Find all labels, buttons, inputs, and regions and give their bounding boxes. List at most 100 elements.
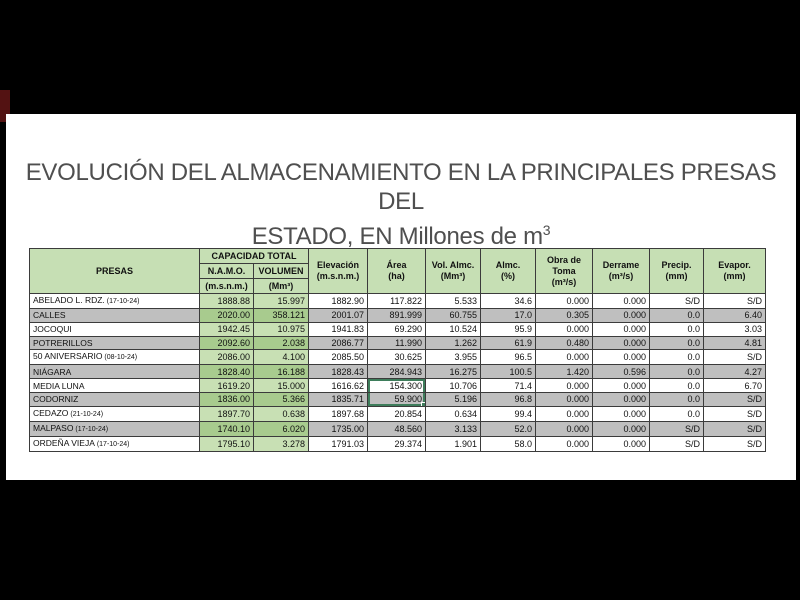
cell-presa-name[interactable]: MALPASO (17-10-24): [29, 420, 200, 437]
header-capacidad-total[interactable]: CAPACIDAD TOTAL: [199, 248, 309, 264]
cell-presa-name[interactable]: POTRERILLOS: [29, 335, 200, 351]
cell-almc[interactable]: 96.5: [480, 349, 536, 366]
cell-precip[interactable]: 0.0: [649, 308, 704, 323]
cell-almc[interactable]: 58.0: [480, 435, 536, 452]
cell-presa-name[interactable]: CEDAZO (21-10-24): [29, 405, 200, 422]
cell-obra-toma[interactable]: 0.000: [535, 378, 593, 393]
cell-evapor[interactable]: S/D: [703, 435, 766, 452]
cell-volumen[interactable]: 5.366: [253, 391, 309, 407]
cell-elevacion[interactable]: 1882.90: [308, 293, 368, 309]
cell-elevacion[interactable]: 1791.03: [308, 435, 368, 452]
cell-obra-toma[interactable]: 0.000: [535, 349, 593, 366]
cell-elevacion[interactable]: 2085.50: [308, 349, 368, 366]
cell-evapor[interactable]: S/D: [703, 293, 766, 309]
cell-almc[interactable]: 95.9: [480, 321, 536, 337]
cell-derrame[interactable]: 0.000: [592, 321, 650, 337]
cell-namo[interactable]: 1888.88: [199, 293, 254, 309]
cell-evapor[interactable]: 4.81: [703, 335, 766, 351]
cell-namo[interactable]: 1828.40: [199, 364, 254, 380]
cell-vol-almc[interactable]: 1.262: [425, 335, 481, 351]
cell-derrame[interactable]: 0.000: [592, 405, 650, 422]
cell-elevacion[interactable]: 2001.07: [308, 308, 368, 323]
cell-almc[interactable]: 52.0: [480, 420, 536, 437]
cell-vol-almc[interactable]: 5.533: [425, 293, 481, 309]
header-namo[interactable]: N.A.M.O.: [199, 263, 254, 279]
cell-almc[interactable]: 34.6: [480, 293, 536, 309]
cell-vol-almc[interactable]: 60.755: [425, 308, 481, 323]
cell-obra-toma[interactable]: 0.000: [535, 420, 593, 437]
cell-presa-name[interactable]: JOCOQUI: [29, 321, 200, 337]
cell-elevacion[interactable]: 1735.00: [308, 420, 368, 437]
selection-fill-handle[interactable]: [421, 401, 425, 406]
header-vol-almc[interactable]: Vol. Almc. (Mm³): [425, 248, 481, 294]
cell-evapor[interactable]: S/D: [703, 420, 766, 437]
cell-namo[interactable]: 1740.10: [199, 420, 254, 437]
cell-derrame[interactable]: 0.000: [592, 349, 650, 366]
cell-volumen[interactable]: 358.121: [253, 308, 309, 323]
cell-volumen[interactable]: 3.278: [253, 435, 309, 452]
cell-evapor[interactable]: 6.70: [703, 378, 766, 393]
header-volumen[interactable]: VOLUMEN: [253, 263, 309, 279]
cell-namo[interactable]: 2020.00: [199, 308, 254, 323]
cell-area[interactable]: 48.560: [367, 420, 426, 437]
cell-obra-toma[interactable]: 0.305: [535, 308, 593, 323]
cell-evapor[interactable]: 3.03: [703, 321, 766, 337]
header-obra-de-toma[interactable]: Obra de Toma (m³/s): [535, 248, 593, 294]
cell-evapor[interactable]: 6.40: [703, 308, 766, 323]
cell-almc[interactable]: 17.0: [480, 308, 536, 323]
cell-precip[interactable]: 0.0: [649, 378, 704, 393]
cell-area[interactable]: 11.990: [367, 335, 426, 351]
cell-namo[interactable]: 1897.70: [199, 405, 254, 422]
cell-vol-almc[interactable]: 10.524: [425, 321, 481, 337]
cell-obra-toma[interactable]: 0.000: [535, 293, 593, 309]
header-presas[interactable]: PRESAS: [29, 248, 200, 294]
header-area[interactable]: Área (ha): [367, 248, 426, 294]
cell-namo[interactable]: 2092.60: [199, 335, 254, 351]
cell-precip[interactable]: 0.0: [649, 391, 704, 407]
cell-obra-toma[interactable]: 0.000: [535, 391, 593, 407]
cell-volumen[interactable]: 2.038: [253, 335, 309, 351]
header-almc[interactable]: Almc. (%): [480, 248, 536, 294]
cell-vol-almc[interactable]: 1.901: [425, 435, 481, 452]
cell-vol-almc[interactable]: 5.196: [425, 391, 481, 407]
cell-almc[interactable]: 71.4: [480, 378, 536, 393]
cell-area[interactable]: 20.854: [367, 405, 426, 422]
cell-presa-name[interactable]: CALLES: [29, 308, 200, 323]
cell-elevacion[interactable]: 1616.62: [308, 378, 368, 393]
cell-elevacion[interactable]: 2086.77: [308, 335, 368, 351]
cell-volumen[interactable]: 0.638: [253, 405, 309, 422]
cell-obra-toma[interactable]: 0.000: [535, 435, 593, 452]
cell-precip[interactable]: 0.0: [649, 321, 704, 337]
header-precip[interactable]: Precip. (mm): [649, 248, 704, 294]
cell-precip[interactable]: 0.0: [649, 364, 704, 380]
cell-derrame[interactable]: 0.000: [592, 435, 650, 452]
cell-volumen[interactable]: 15.000: [253, 378, 309, 393]
cell-evapor[interactable]: S/D: [703, 405, 766, 422]
cell-presa-name[interactable]: ORDEÑA VIEJA (17-10-24): [29, 435, 200, 452]
cell-presa-name[interactable]: CODORNIZ: [29, 391, 200, 407]
cell-namo[interactable]: 1942.45: [199, 321, 254, 337]
cell-obra-toma[interactable]: 0.000: [535, 321, 593, 337]
cell-obra-toma[interactable]: 0.480: [535, 335, 593, 351]
cell-presa-name[interactable]: NIÁGARA: [29, 364, 200, 380]
cell-presa-name[interactable]: 50 ANIVERSARIO (08-10-24): [29, 349, 200, 366]
cell-almc[interactable]: 99.4: [480, 405, 536, 422]
cell-derrame[interactable]: 0.000: [592, 308, 650, 323]
cell-evapor[interactable]: S/D: [703, 391, 766, 407]
cell-area[interactable]: 154.300: [367, 378, 426, 393]
cell-presa-name[interactable]: MEDIA LUNA: [29, 378, 200, 393]
cell-precip[interactable]: 0.0: [649, 349, 704, 366]
cell-namo[interactable]: 1836.00: [199, 391, 254, 407]
cell-derrame[interactable]: 0.000: [592, 391, 650, 407]
header-evapor[interactable]: Evapor. (mm): [703, 248, 766, 294]
cell-vol-almc[interactable]: 3.133: [425, 420, 481, 437]
cell-vol-almc[interactable]: 0.634: [425, 405, 481, 422]
cell-area[interactable]: 29.374: [367, 435, 426, 452]
cell-obra-toma[interactable]: 1.420: [535, 364, 593, 380]
cell-presa-name[interactable]: ABELADO L. RDZ. (17-10-24): [29, 293, 200, 309]
cell-area[interactable]: 69.290: [367, 321, 426, 337]
cell-derrame[interactable]: 0.000: [592, 420, 650, 437]
cell-area[interactable]: 59.900: [367, 391, 426, 407]
cell-area[interactable]: 284.943: [367, 364, 426, 380]
cell-namo[interactable]: 2086.00: [199, 349, 254, 366]
